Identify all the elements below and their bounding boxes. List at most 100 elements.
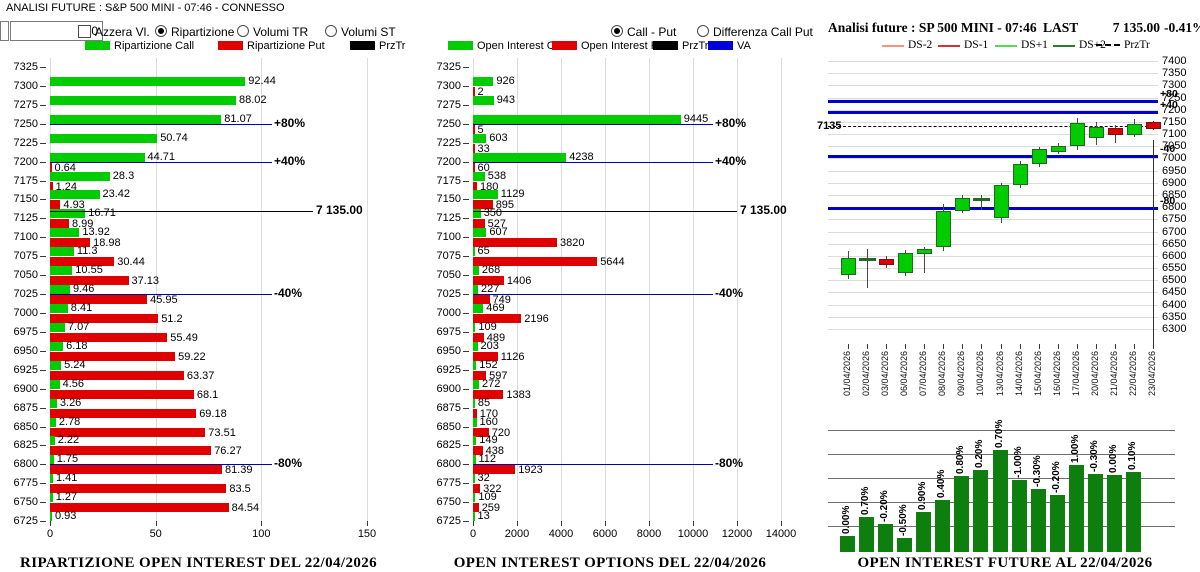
put-value-label: 83.5 xyxy=(229,483,251,496)
strike-label: 6850 xyxy=(436,420,461,433)
call-value-label: 109 xyxy=(478,491,497,504)
mode-radio-label-0: Call - Put xyxy=(627,25,677,39)
put-bar xyxy=(473,238,557,248)
x-tick-label: 4000 xyxy=(548,528,574,540)
call-value-label: 11.3 xyxy=(76,245,98,258)
strike-tick xyxy=(40,445,46,447)
put-value-label: 1923 xyxy=(518,464,543,477)
date-label: 17/04/2026 xyxy=(1070,351,1081,397)
call-bar xyxy=(473,114,681,124)
oi-future-change-label: 0.80% xyxy=(955,445,967,474)
call-value-label: 44.71 xyxy=(147,150,176,163)
strike-tick xyxy=(463,464,469,466)
call-bar xyxy=(50,304,68,313)
strike-tick xyxy=(40,199,46,201)
candle-y-label: 7050 xyxy=(1162,140,1187,153)
strike-tick xyxy=(40,483,46,485)
x-axis-tick xyxy=(737,521,738,526)
call-value-label: 88.02 xyxy=(239,93,267,106)
view-radio-label-0: Ripartizione xyxy=(171,25,235,39)
oi-future-change-label: 0.40% xyxy=(936,469,948,498)
put-bar xyxy=(473,370,487,380)
put-bar xyxy=(473,484,481,494)
date-tick xyxy=(981,344,983,349)
strike-tick xyxy=(40,104,46,106)
strike-tick xyxy=(40,237,46,239)
bullish-candle xyxy=(993,185,1009,219)
view-radio-1[interactable] xyxy=(237,25,249,37)
date-tick xyxy=(1114,344,1116,349)
strike-label: 7100 xyxy=(13,231,38,244)
put-value-label: 59.22 xyxy=(178,350,206,363)
strike-label: 6825 xyxy=(436,439,461,452)
strike-tick xyxy=(463,199,469,201)
call-bar xyxy=(50,152,145,162)
candle-grid-line xyxy=(828,280,1158,282)
view-radio-0[interactable] xyxy=(155,25,167,37)
date-label: 23/04/2026 xyxy=(1147,351,1157,397)
call-value-label: 8.41 xyxy=(70,302,93,314)
call-value-label: 603 xyxy=(489,131,508,144)
put-bar xyxy=(473,408,477,418)
call-bar xyxy=(50,379,60,389)
call-bar xyxy=(473,76,494,86)
strike-tick xyxy=(40,502,46,504)
candle-y-label: 6900 xyxy=(1162,176,1187,189)
call-bar xyxy=(473,209,481,219)
x-tick-label: 50 xyxy=(149,528,162,540)
put-value-label: 749 xyxy=(492,294,511,306)
x-tick-label: 12000 xyxy=(721,528,753,540)
candle-grid-line xyxy=(828,170,1158,172)
call-bar xyxy=(50,322,65,332)
oi-future-bar xyxy=(1087,474,1103,552)
przt-dashed-line xyxy=(828,125,1158,127)
strike-label: 7325 xyxy=(436,61,461,73)
call-bar xyxy=(473,285,478,294)
bullish-candle xyxy=(1012,164,1028,185)
candle-wick xyxy=(924,246,926,274)
x-tick-label: 8000 xyxy=(636,528,662,540)
strike-tick xyxy=(40,464,46,466)
put-bar xyxy=(473,162,475,172)
view-radio-2[interactable] xyxy=(325,25,337,37)
bearish-candle xyxy=(1107,128,1123,135)
call-value-label: 469 xyxy=(486,302,505,314)
mode-radio-0[interactable] xyxy=(611,25,623,37)
legend-label: Ripartizione Put xyxy=(247,40,325,52)
azzera-checkbox[interactable] xyxy=(78,25,91,38)
strike-label: 7275 xyxy=(436,98,461,111)
call-value-label: 1.27 xyxy=(55,491,78,504)
put-bar xyxy=(473,124,475,134)
strike-label: 6800 xyxy=(436,458,461,471)
strike-label: 6950 xyxy=(436,344,461,357)
call-bar xyxy=(50,114,222,124)
x-axis-tick xyxy=(649,521,650,526)
date-tick xyxy=(886,344,888,349)
call-bar xyxy=(473,417,477,427)
put-bar xyxy=(50,332,168,342)
strike-tick xyxy=(40,180,46,182)
va-line-label: +80% xyxy=(274,116,306,130)
put-bar xyxy=(50,276,129,286)
strike-tick xyxy=(463,294,469,295)
spinner-edge[interactable] xyxy=(0,21,9,41)
call-value-label: 926 xyxy=(496,74,515,87)
call-value-label: 109 xyxy=(478,320,497,333)
legend-swatch-ripartizione-call xyxy=(85,41,110,50)
oi-future-bar xyxy=(1030,489,1046,552)
call-bar xyxy=(473,493,476,503)
oi-future-bar xyxy=(973,470,989,552)
call-value-label: 3.26 xyxy=(59,396,82,409)
date-tick xyxy=(924,344,926,349)
call-bar xyxy=(50,398,57,408)
call-bar xyxy=(473,247,475,257)
date-tick xyxy=(1133,344,1135,349)
put-bar xyxy=(473,351,498,361)
call-bar xyxy=(50,190,100,200)
candle-y-label: 7100 xyxy=(1162,128,1187,141)
mode-radio-1[interactable] xyxy=(697,25,709,37)
oi-future-bar xyxy=(992,450,1008,552)
legend-swatch-open-interest-put xyxy=(552,41,577,50)
call-bar xyxy=(473,360,477,370)
date-tick xyxy=(1095,344,1097,349)
